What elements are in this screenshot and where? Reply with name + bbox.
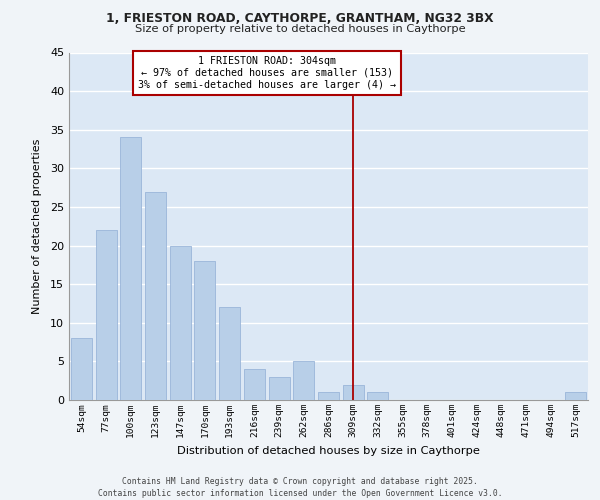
Y-axis label: Number of detached properties: Number of detached properties (32, 138, 41, 314)
Bar (343, 384, 364, 400)
X-axis label: Distribution of detached houses by size in Caythorpe: Distribution of detached houses by size … (177, 446, 480, 456)
Text: 1, FRIESTON ROAD, CAYTHORPE, GRANTHAM, NG32 3BX: 1, FRIESTON ROAD, CAYTHORPE, GRANTHAM, N… (106, 12, 494, 26)
Text: Size of property relative to detached houses in Caythorpe: Size of property relative to detached ho… (134, 24, 466, 34)
Text: 1 FRIESTON ROAD: 304sqm
← 97% of detached houses are smaller (153)
3% of semi-de: 1 FRIESTON ROAD: 304sqm ← 97% of detache… (138, 56, 396, 90)
Bar (219, 308, 240, 400)
Bar (145, 192, 166, 400)
Bar (71, 338, 92, 400)
Bar (293, 362, 314, 400)
Text: Contains HM Land Registry data © Crown copyright and database right 2025.
Contai: Contains HM Land Registry data © Crown c… (98, 476, 502, 498)
Bar (318, 392, 339, 400)
Bar (170, 246, 191, 400)
Bar (120, 138, 141, 400)
Bar (244, 369, 265, 400)
Bar (269, 377, 290, 400)
Bar (367, 392, 388, 400)
Bar (565, 392, 586, 400)
Bar (194, 261, 215, 400)
Bar (95, 230, 116, 400)
